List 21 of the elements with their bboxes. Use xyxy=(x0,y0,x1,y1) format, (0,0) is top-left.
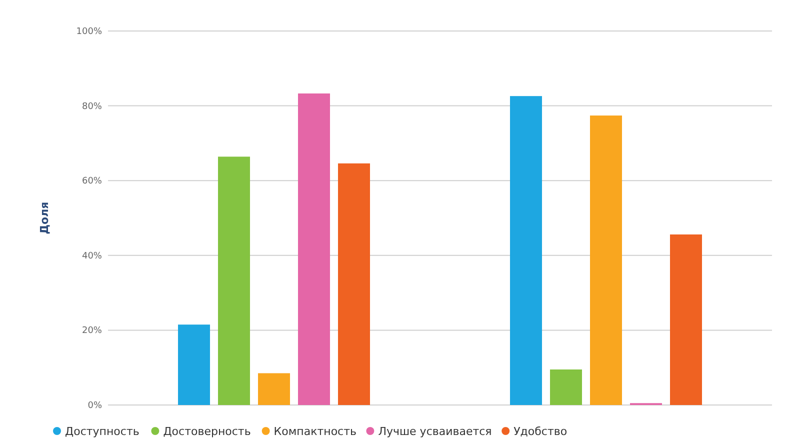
y-tick-label: 40% xyxy=(82,251,102,262)
legend-label: Лучше усваивается xyxy=(378,425,492,438)
bar xyxy=(258,373,290,405)
y-tick-label: 0% xyxy=(88,401,102,411)
bar xyxy=(298,93,330,405)
bar xyxy=(510,96,542,405)
legend-label: Удобство xyxy=(514,425,568,438)
bar xyxy=(178,324,210,405)
bar xyxy=(550,369,582,405)
bar xyxy=(670,234,702,405)
legend-label: Достоверность xyxy=(163,425,251,438)
bar xyxy=(338,163,370,405)
y-tick-label: 80% xyxy=(82,102,102,112)
bar xyxy=(590,116,622,405)
bar xyxy=(218,156,250,405)
y-tick-label: 60% xyxy=(82,176,102,187)
legend-label: Компактность xyxy=(274,425,356,438)
y-axis-title: Доля xyxy=(38,202,51,234)
legend-label: Доступность xyxy=(65,425,140,438)
y-tick-label: 20% xyxy=(82,326,102,336)
y-tick-label: 100% xyxy=(76,27,102,37)
